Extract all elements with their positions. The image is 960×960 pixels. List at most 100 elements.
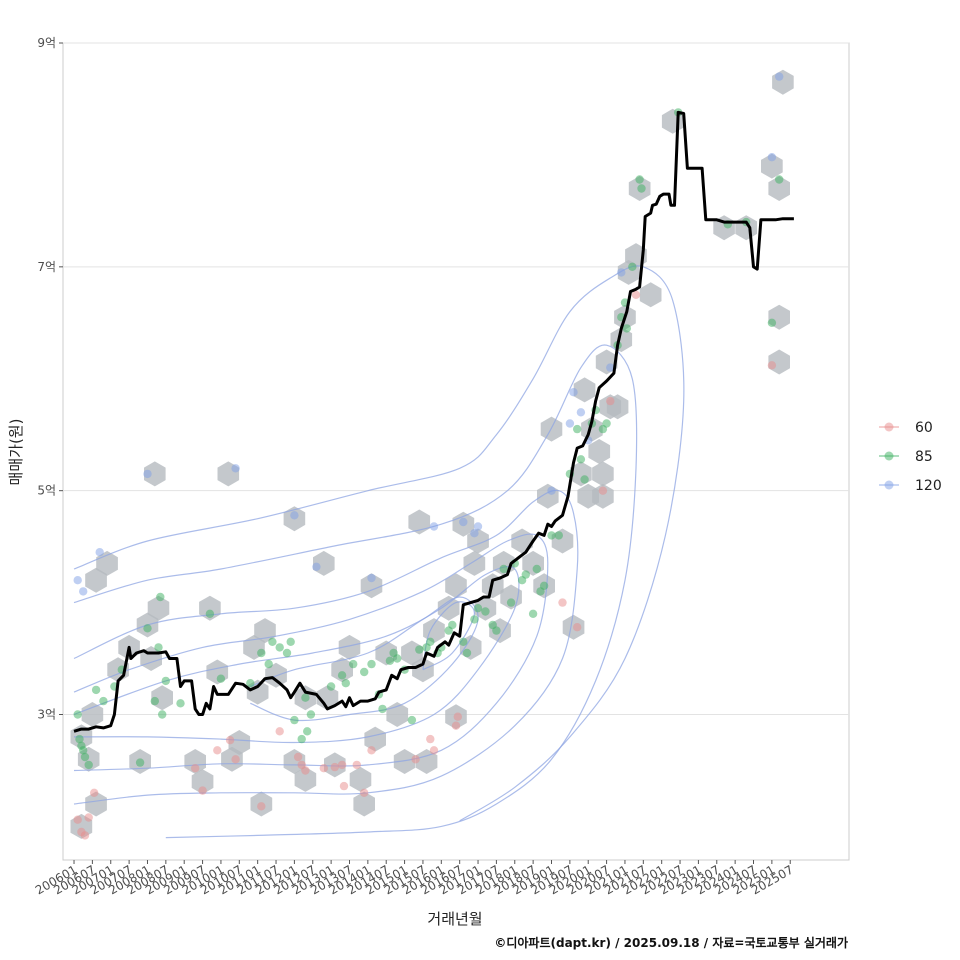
density-contour bbox=[73, 565, 520, 744]
point-85 bbox=[539, 581, 549, 590]
point-60 bbox=[84, 813, 93, 822]
point-60 bbox=[558, 598, 567, 607]
point-60 bbox=[360, 788, 369, 797]
point-85 bbox=[378, 704, 387, 714]
point-85 bbox=[337, 671, 347, 680]
point-85 bbox=[602, 419, 611, 428]
point-85 bbox=[349, 659, 358, 669]
density-contour bbox=[73, 489, 579, 805]
point-85 bbox=[99, 696, 108, 706]
point-120 bbox=[775, 72, 784, 81]
point-60 bbox=[198, 786, 207, 795]
point-60 bbox=[451, 721, 461, 730]
hexbin bbox=[437, 595, 460, 621]
hexbin bbox=[316, 685, 339, 711]
hexbin bbox=[772, 69, 794, 95]
point-85 bbox=[580, 475, 589, 484]
point-60 bbox=[225, 736, 235, 745]
point-85 bbox=[473, 604, 483, 613]
hexbin bbox=[294, 766, 317, 792]
point-85 bbox=[306, 710, 316, 719]
point-85 bbox=[415, 645, 424, 654]
hexbin bbox=[415, 749, 438, 774]
point-85 bbox=[367, 659, 376, 669]
point-85 bbox=[80, 752, 90, 762]
point-85 bbox=[268, 637, 277, 646]
point-60 bbox=[339, 781, 349, 791]
source-caption: ©디아파트(dapt.kr) / 2025.09.18 / 자료=국토교통부 실… bbox=[494, 935, 848, 950]
point-85 bbox=[275, 643, 284, 652]
point-120 bbox=[143, 469, 152, 479]
point-120 bbox=[312, 562, 321, 571]
point-85 bbox=[84, 760, 93, 770]
point-85 bbox=[216, 674, 226, 683]
hexbin bbox=[191, 769, 214, 795]
point-60 bbox=[191, 764, 200, 773]
point-60 bbox=[337, 760, 347, 770]
point-60 bbox=[275, 727, 284, 736]
hexbin bbox=[353, 791, 375, 817]
point-85 bbox=[385, 656, 395, 665]
legend-label: 120 bbox=[915, 478, 942, 494]
hexbin bbox=[81, 702, 104, 727]
point-85 bbox=[521, 570, 530, 579]
point-60 bbox=[231, 755, 240, 764]
point-85 bbox=[135, 758, 145, 767]
point-85 bbox=[622, 324, 631, 333]
scatter-points bbox=[73, 72, 784, 840]
point-60 bbox=[367, 746, 376, 755]
point-85 bbox=[554, 531, 563, 540]
hexbin bbox=[588, 439, 611, 464]
density-contour bbox=[73, 533, 549, 772]
point-85 bbox=[393, 654, 402, 663]
point-85 bbox=[637, 184, 646, 193]
hexbin bbox=[147, 595, 170, 621]
point-60 bbox=[257, 802, 266, 811]
point-120 bbox=[79, 587, 88, 596]
hexbin bbox=[423, 618, 445, 644]
hexbin bbox=[228, 730, 251, 755]
point-85 bbox=[301, 693, 310, 702]
point-120 bbox=[95, 548, 104, 557]
point-120 bbox=[73, 576, 82, 585]
point-85 bbox=[426, 637, 435, 646]
density-contour bbox=[73, 265, 685, 822]
point-120 bbox=[231, 464, 240, 473]
y-axis: 3억 5억 7억 9억 bbox=[37, 36, 63, 722]
legend-key-point bbox=[884, 480, 894, 490]
x-axis-title: 거래년월 bbox=[427, 910, 482, 928]
point-85 bbox=[91, 685, 101, 695]
point-60 bbox=[301, 766, 310, 775]
point-60 bbox=[429, 746, 439, 755]
point-120 bbox=[470, 529, 479, 538]
point-85 bbox=[462, 648, 472, 658]
point-85 bbox=[282, 648, 292, 658]
point-85 bbox=[75, 734, 84, 744]
hexbin bbox=[463, 550, 486, 576]
hexbin bbox=[592, 461, 614, 487]
point-85 bbox=[297, 734, 306, 744]
point-85 bbox=[459, 637, 468, 646]
hexbin bbox=[331, 657, 353, 683]
point-85 bbox=[150, 696, 159, 706]
point-85 bbox=[528, 609, 538, 618]
point-120 bbox=[429, 522, 439, 531]
point-120 bbox=[606, 363, 615, 372]
hexbin bbox=[592, 483, 614, 509]
legend-key-point bbox=[884, 451, 894, 461]
hexbin bbox=[408, 509, 431, 535]
point-120 bbox=[367, 573, 376, 583]
point-120 bbox=[569, 388, 578, 397]
point-85 bbox=[154, 643, 163, 652]
x-axis: 2006012006072007012007072008012008072009… bbox=[33, 860, 796, 898]
point-60 bbox=[631, 290, 641, 299]
point-60 bbox=[573, 623, 582, 632]
legend-label: 60 bbox=[915, 420, 933, 436]
median-price-line bbox=[73, 110, 794, 733]
point-85 bbox=[156, 592, 165, 602]
hexbin bbox=[393, 749, 416, 774]
median-line bbox=[73, 110, 794, 733]
point-60 bbox=[213, 746, 222, 755]
point-60 bbox=[330, 762, 339, 772]
